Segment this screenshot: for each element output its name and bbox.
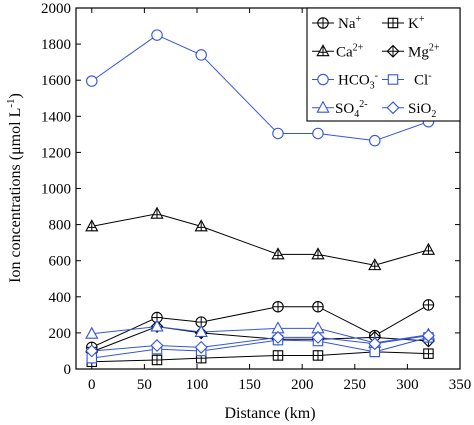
legend-label-superscript: 2- (359, 99, 367, 110)
data-point-hco3 (272, 127, 284, 140)
legend-label-text: Na (338, 16, 356, 32)
y-tick-label: 400 (49, 290, 72, 306)
legend-label-superscript: + (356, 14, 362, 25)
legend-box (306, 7, 461, 122)
data-point-sio2 (194, 340, 208, 354)
legend-label-k: K+ (408, 14, 425, 32)
x-tick-label: 250 (344, 377, 367, 393)
y-tick-label: 1600 (41, 73, 71, 89)
y-axis-label-main: Ion concentrations (μmol L (7, 108, 24, 283)
data-point-sio2 (368, 337, 382, 351)
y-axis-label-end: ) (7, 93, 24, 98)
legend-item-hco3: HCO3- (312, 71, 378, 92)
y-tick-label: 200 (49, 326, 72, 342)
x-tick-label: 300 (396, 377, 419, 393)
x-tick-label: 150 (238, 377, 261, 393)
legend-marker-hco3 (317, 73, 329, 86)
legend-label-text: Ca (336, 44, 353, 60)
legend-item-cl: Cl- (382, 71, 432, 89)
legend-marker-sio2 (386, 101, 400, 115)
data-point-sio2 (421, 329, 435, 343)
y-tick-label: 1800 (41, 37, 71, 53)
y-axis-label: Ion concentrations (μmol L-1) (5, 93, 24, 283)
legend-label-subscript: 2 (431, 109, 436, 120)
y-axis-label-superscript: -1 (5, 98, 17, 107)
legend-label-mg: Mg2+ (408, 42, 440, 60)
legend-label-cl: Cl- (414, 71, 432, 89)
legend-label-text: HCO (338, 73, 370, 89)
legend-label-sio2: SiO2 (408, 101, 436, 120)
legend-marker-cl (387, 74, 399, 85)
legend-label-na: Na+ (338, 14, 362, 32)
y-tick-label: 1200 (41, 145, 71, 161)
x-tick-label: 50 (137, 377, 152, 393)
axes: 0 50 100 150 200 250 300 350 0 200 400 600 800 1000 12… (41, 1, 471, 393)
data-point-sio2 (271, 330, 285, 344)
data-point-sio2 (150, 339, 164, 353)
legend-item-sio2: SiO2 (382, 101, 436, 120)
data-point-sio2 (85, 344, 99, 358)
data-point-so4 (85, 326, 99, 339)
y-tick-label: 1400 (41, 109, 71, 125)
data-point-hco3 (369, 134, 381, 147)
data-point-so4 (194, 324, 208, 337)
legend-label-text: Cl (414, 73, 428, 89)
legend-label-superscript: 2+ (429, 42, 440, 53)
y-tick-label: 800 (49, 218, 72, 234)
legend-label-superscript: + (419, 14, 425, 25)
y-tick-label: 0 (64, 362, 72, 378)
legend-label-hco3: HCO3- (338, 71, 378, 92)
y-tick-label: 1000 (41, 182, 71, 198)
legend-label-so4: SO42- (335, 99, 368, 120)
data-point-sio2 (311, 330, 325, 344)
legend-label-ca: Ca2+ (336, 42, 364, 60)
legend-label-superscript: - (428, 71, 431, 82)
legend-label-text: SO (335, 101, 354, 117)
y-tick-label: 2000 (41, 1, 71, 17)
data-point-hco3 (151, 29, 163, 41)
legend-label-text: SiO (408, 101, 432, 117)
legend-label-superscript: 2+ (353, 42, 364, 53)
data-point-hco3 (195, 49, 207, 61)
x-tick-label: 350 (449, 377, 472, 393)
x-tick-label: 0 (88, 377, 96, 393)
data-point-hco3 (86, 75, 98, 87)
series-group (85, 29, 436, 368)
legend-label-subscript: 3 (370, 81, 375, 92)
legend-item-na: Na+ (312, 14, 362, 32)
data-point-hco3 (312, 127, 324, 140)
data-point-so4 (150, 319, 164, 332)
legend-item-k: K+ (382, 14, 425, 32)
x-tick-label: 100 (186, 377, 209, 393)
legend-item-ca: Ca2+ (312, 42, 364, 60)
x-tick-label: 200 (291, 377, 314, 393)
legend-label-text: K (408, 16, 419, 32)
series-sio2 (85, 329, 435, 358)
legend-item-mg: Mg2+ (382, 42, 440, 60)
y-tick-label: 600 (49, 254, 72, 270)
series-ca (85, 206, 436, 271)
legend-item-so4: SO42- (312, 99, 368, 120)
legend-label-text: Mg (408, 44, 429, 60)
x-axis-label: Distance (km) (224, 405, 315, 422)
legend-marker-so4 (316, 100, 330, 113)
legend: Na+ K+Ca2+ Mg2+HCO3- Cl-SO42- SiO2 (306, 7, 461, 122)
legend-label-subscript: 4 (354, 109, 359, 120)
legend-label-superscript: - (375, 71, 378, 82)
